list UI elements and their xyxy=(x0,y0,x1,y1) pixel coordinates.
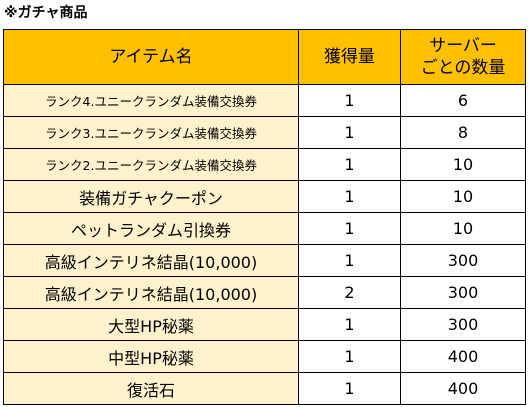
server-quantity-cell: 10 xyxy=(400,148,526,181)
table-row: 大型HP秘薬 1 300 xyxy=(3,308,526,341)
table-row: 中型HP秘薬 1 400 xyxy=(3,340,526,373)
server-quantity-header-line1: サーバー xyxy=(429,36,497,56)
column-header-server-quantity: サーバー ごとの数量 xyxy=(400,29,526,85)
item-name-cell: 装備ガチャクーポン xyxy=(3,180,299,213)
item-name-cell: ランク3.ユニークランダム装備交換券 xyxy=(3,116,299,149)
server-quantity-cell: 6 xyxy=(400,84,526,117)
table-header: アイテム名 獲得量 サーバー ごとの数量 xyxy=(3,29,526,85)
server-quantity-header-line2: ごとの数量 xyxy=(420,58,506,78)
item-name-cell: ランク4.ユニークランダム装備交換券 xyxy=(3,84,299,117)
acquired-amount-cell: 2 xyxy=(298,276,401,309)
acquired-amount-cell: 1 xyxy=(298,180,401,213)
item-name-cell: 復活石 xyxy=(3,372,299,405)
table-row: 復活石 1 400 xyxy=(3,372,526,405)
server-quantity-cell: 10 xyxy=(400,180,526,213)
table-row: ペットランダム引換券 1 10 xyxy=(3,212,526,245)
table-row: 高級インテリネ結晶(10,000) 1 300 xyxy=(3,244,526,277)
server-quantity-cell: 8 xyxy=(400,116,526,149)
acquired-amount-cell: 1 xyxy=(298,372,401,405)
item-name-cell: ランク2.ユニークランダム装備交換券 xyxy=(3,148,299,181)
acquired-amount-cell: 1 xyxy=(298,84,401,117)
table-row: ランク2.ユニークランダム装備交換券 1 10 xyxy=(3,148,526,181)
section-heading: ※ガチャ商品 xyxy=(4,5,88,21)
acquired-amount-cell: 1 xyxy=(298,308,401,341)
acquired-amount-cell: 1 xyxy=(298,340,401,373)
item-name-cell: 高級インテリネ結晶(10,000) xyxy=(3,244,299,277)
table-body: ランク4.ユニークランダム装備交換券 1 6 ランク3.ユニークランダム装備交換券 1 8… xyxy=(3,84,526,405)
acquired-amount-cell: 1 xyxy=(298,244,401,277)
table-row: ランク3.ユニークランダム装備交換券 1 8 xyxy=(3,116,526,149)
table-row: 装備ガチャクーポン 1 10 xyxy=(3,180,526,213)
column-header-item-name: アイテム名 xyxy=(3,29,299,85)
table-row: 高級インテリネ結晶(10,000) 2 300 xyxy=(3,276,526,309)
server-quantity-cell: 400 xyxy=(400,340,526,373)
item-name-cell: 大型HP秘薬 xyxy=(3,308,299,341)
acquired-amount-cell: 1 xyxy=(298,116,401,149)
item-name-cell: ペットランダム引換券 xyxy=(3,212,299,245)
item-name-cell: 高級インテリネ結晶(10,000) xyxy=(3,276,299,309)
acquired-amount-cell: 1 xyxy=(298,212,401,245)
server-quantity-cell: 300 xyxy=(400,276,526,309)
item-name-cell: 中型HP秘薬 xyxy=(3,340,299,373)
server-quantity-cell: 300 xyxy=(400,308,526,341)
gacha-items-table: アイテム名 獲得量 サーバー ごとの数量 ランク4.ユニークランダム装備交換券 1… xyxy=(3,29,526,405)
column-header-acquired-amount: 獲得量 xyxy=(298,29,401,85)
server-quantity-cell: 10 xyxy=(400,212,526,245)
server-quantity-cell: 400 xyxy=(400,372,526,405)
server-quantity-cell: 300 xyxy=(400,244,526,277)
header-row: アイテム名 獲得量 サーバー ごとの数量 xyxy=(3,29,526,85)
acquired-amount-cell: 1 xyxy=(298,148,401,181)
table-row: ランク4.ユニークランダム装備交換券 1 6 xyxy=(3,84,526,117)
